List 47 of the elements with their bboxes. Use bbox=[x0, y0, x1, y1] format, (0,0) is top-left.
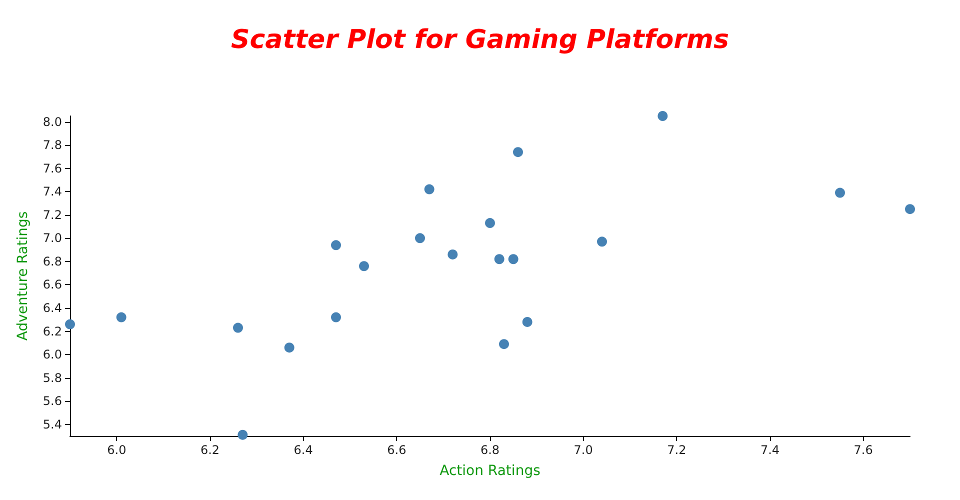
y-tick-label: 6.8 bbox=[42, 254, 62, 268]
x-tick-label: 6.8 bbox=[480, 443, 500, 457]
x-tick-label: 7.6 bbox=[854, 443, 873, 457]
point bbox=[508, 254, 518, 264]
y-tick-label: 6.2 bbox=[42, 324, 62, 338]
y-tick-label: 7.0 bbox=[42, 231, 62, 246]
point bbox=[905, 204, 915, 214]
point bbox=[494, 254, 504, 264]
x-tick-label: 6.6 bbox=[387, 443, 406, 457]
y-tick-label: 8.0 bbox=[42, 114, 62, 129]
point bbox=[448, 249, 458, 260]
point bbox=[65, 319, 75, 330]
point bbox=[359, 261, 369, 272]
y-tick-label: 7.6 bbox=[42, 161, 62, 176]
point bbox=[116, 312, 126, 322]
x-tick-label: 7.2 bbox=[667, 443, 686, 457]
y-axis-title: Adventure Ratings bbox=[15, 211, 31, 341]
point bbox=[522, 316, 532, 327]
y-tick-label: 6.6 bbox=[42, 278, 62, 292]
y-tick-label: 6.0 bbox=[42, 348, 62, 362]
point bbox=[513, 147, 523, 158]
point bbox=[331, 312, 341, 322]
x-axis-title: Action Ratings bbox=[440, 463, 540, 479]
y-tick-label: 7.8 bbox=[42, 138, 62, 152]
x-tick-label: 7.4 bbox=[760, 443, 780, 457]
point bbox=[238, 430, 248, 440]
x-tick-label: 6.0 bbox=[107, 443, 126, 457]
y-tick-label: 5.4 bbox=[42, 417, 62, 432]
y-tick-label: 6.4 bbox=[42, 301, 62, 315]
point bbox=[658, 111, 668, 121]
x-tick-label: 6.4 bbox=[294, 443, 313, 457]
point bbox=[233, 322, 243, 333]
point bbox=[499, 339, 509, 350]
y-tick-label: 5.6 bbox=[42, 394, 62, 408]
point bbox=[424, 184, 434, 194]
point bbox=[284, 342, 294, 353]
chart-title: Scatter Plot for Gaming Platforms bbox=[231, 25, 729, 55]
point bbox=[415, 233, 425, 244]
point bbox=[485, 218, 495, 228]
y-tick-label: 7.2 bbox=[42, 208, 62, 222]
y-tick-label: 5.8 bbox=[42, 370, 62, 385]
point bbox=[835, 188, 845, 198]
point bbox=[331, 240, 341, 250]
x-tick-label: 7.0 bbox=[574, 443, 593, 457]
x-tick-label: 6.2 bbox=[200, 443, 220, 457]
y-tick-label: 7.4 bbox=[42, 184, 62, 199]
point bbox=[597, 236, 607, 247]
